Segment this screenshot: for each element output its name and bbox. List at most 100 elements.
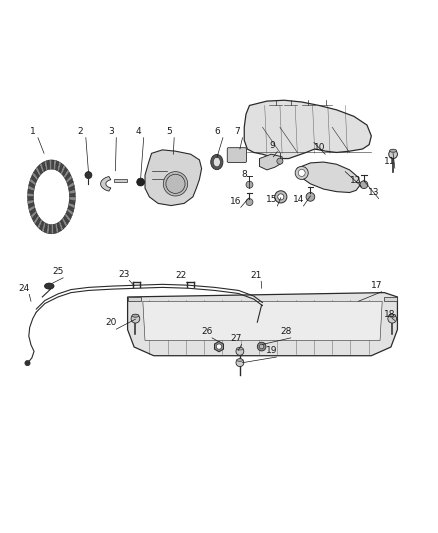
Polygon shape [62, 217, 67, 227]
Ellipse shape [237, 348, 243, 350]
Polygon shape [60, 219, 66, 229]
Polygon shape [66, 211, 72, 219]
Polygon shape [42, 161, 46, 172]
Polygon shape [259, 154, 282, 170]
Polygon shape [44, 160, 48, 171]
Polygon shape [53, 160, 57, 169]
Ellipse shape [45, 283, 54, 289]
Text: 15: 15 [266, 195, 278, 204]
Polygon shape [68, 205, 74, 212]
Ellipse shape [389, 314, 396, 317]
Text: 17: 17 [371, 281, 382, 290]
Text: 7: 7 [234, 127, 240, 136]
Polygon shape [59, 221, 64, 231]
Polygon shape [46, 160, 49, 169]
Circle shape [170, 177, 182, 190]
Polygon shape [215, 341, 223, 352]
Polygon shape [35, 167, 41, 176]
Text: 25: 25 [52, 267, 64, 276]
Polygon shape [65, 213, 71, 222]
Polygon shape [127, 297, 141, 301]
Circle shape [259, 344, 264, 349]
Text: 4: 4 [136, 127, 141, 136]
Polygon shape [297, 162, 360, 192]
Text: 3: 3 [108, 127, 114, 136]
Polygon shape [60, 165, 66, 174]
Polygon shape [69, 193, 75, 197]
Polygon shape [34, 215, 39, 224]
Circle shape [275, 191, 287, 203]
Circle shape [131, 314, 140, 323]
Circle shape [257, 342, 266, 351]
Polygon shape [28, 193, 34, 197]
Ellipse shape [213, 157, 220, 167]
Polygon shape [66, 175, 72, 183]
Polygon shape [42, 222, 46, 232]
Polygon shape [28, 205, 35, 212]
Polygon shape [55, 223, 59, 233]
Polygon shape [32, 172, 38, 181]
Text: 16: 16 [230, 197, 241, 206]
Polygon shape [30, 179, 36, 185]
Text: 5: 5 [166, 127, 172, 136]
Ellipse shape [390, 149, 396, 152]
Circle shape [163, 172, 187, 196]
Text: 1: 1 [30, 127, 35, 136]
Circle shape [389, 150, 397, 158]
Polygon shape [68, 185, 75, 191]
Ellipse shape [211, 155, 223, 169]
Polygon shape [30, 208, 36, 215]
Polygon shape [35, 217, 41, 227]
FancyBboxPatch shape [227, 148, 247, 163]
Text: 10: 10 [314, 143, 326, 152]
Polygon shape [37, 165, 42, 174]
Text: 14: 14 [293, 195, 304, 204]
Circle shape [85, 172, 92, 179]
Circle shape [246, 181, 253, 188]
Circle shape [277, 158, 283, 164]
Text: 26: 26 [201, 327, 212, 336]
Polygon shape [55, 160, 59, 171]
Polygon shape [53, 224, 57, 233]
Polygon shape [145, 150, 201, 206]
Polygon shape [67, 179, 73, 185]
Polygon shape [385, 297, 397, 301]
Polygon shape [49, 224, 51, 234]
Circle shape [246, 199, 253, 206]
Text: 24: 24 [18, 284, 30, 293]
Polygon shape [69, 189, 75, 194]
Polygon shape [28, 189, 34, 194]
Text: 23: 23 [118, 270, 130, 279]
Circle shape [216, 344, 222, 349]
Polygon shape [244, 100, 371, 158]
Polygon shape [28, 200, 34, 205]
Polygon shape [51, 160, 54, 169]
Polygon shape [57, 222, 61, 232]
Text: 12: 12 [350, 176, 362, 184]
Polygon shape [32, 213, 38, 222]
Text: 28: 28 [280, 327, 291, 336]
Polygon shape [28, 197, 34, 201]
Circle shape [236, 359, 244, 367]
Text: 6: 6 [215, 127, 221, 136]
Circle shape [298, 169, 305, 176]
Polygon shape [64, 215, 69, 224]
Circle shape [166, 174, 185, 193]
Text: 18: 18 [384, 310, 396, 319]
Polygon shape [44, 223, 48, 233]
Circle shape [360, 181, 368, 189]
Polygon shape [65, 172, 71, 181]
Text: 2: 2 [78, 127, 83, 136]
Polygon shape [31, 175, 37, 183]
Polygon shape [68, 203, 75, 208]
Text: 8: 8 [241, 171, 247, 180]
Polygon shape [59, 163, 64, 173]
Polygon shape [39, 163, 44, 173]
Polygon shape [49, 160, 51, 169]
Polygon shape [57, 161, 61, 172]
Polygon shape [51, 224, 54, 234]
Polygon shape [34, 169, 39, 179]
Polygon shape [28, 182, 35, 188]
Circle shape [278, 194, 284, 200]
Circle shape [295, 166, 308, 180]
